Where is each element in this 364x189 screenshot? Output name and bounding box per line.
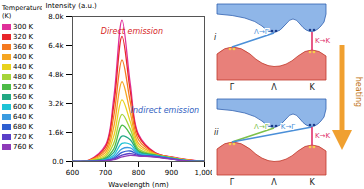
svg-text:8.0k: 8.0k [48, 13, 64, 21]
svg-text:i: i [214, 33, 217, 42]
html-text:320 K: 320 K [13, 33, 34, 41]
svg-text:900: 900 [165, 169, 178, 177]
svg-text:heating: heating [354, 77, 363, 107]
svg-text:K→K: K→K [315, 132, 330, 140]
svg-text:Direct emission: Direct emission [101, 27, 163, 36]
svg-text:6.4k: 6.4k [48, 42, 64, 50]
html-text:600 K: 600 K [13, 103, 34, 111]
svg-text:Λ: Λ [271, 83, 277, 92]
svg-text:600: 600 [66, 169, 79, 177]
html-text:520 K: 520 K [13, 83, 34, 91]
svg-text:700: 700 [99, 169, 112, 177]
svg-text:Λ→Γ: Λ→Γ [254, 28, 269, 36]
svg-text:3.2k: 3.2k [48, 100, 64, 108]
svg-text:K→Γ: K→Γ [281, 123, 295, 131]
svg-text:Λ: Λ [271, 178, 277, 187]
html-text:360 K: 360 K [13, 43, 34, 51]
svg-text:800: 800 [132, 169, 145, 177]
html-text:760 K: 760 K [13, 143, 34, 151]
svg-text:K→K: K→K [315, 37, 330, 45]
svg-text:K: K [309, 83, 315, 92]
svg-text:1,000: 1,000 [194, 169, 212, 177]
svg-text:K: K [309, 178, 315, 187]
html-text:640 K: 640 K [13, 113, 34, 121]
html-text:400 K: 400 K [13, 53, 34, 61]
html-text:Temperature (K): Temperature (K) [2, 4, 44, 20]
html-text:720 K: 720 K [13, 133, 34, 141]
svg-text:Λ→Γ: Λ→Γ [254, 123, 269, 131]
svg-text:1.6k: 1.6k [48, 129, 64, 137]
svg-text:0.0: 0.0 [52, 158, 63, 166]
svg-text:ii: ii [214, 128, 219, 137]
svg-text:Intensity (a.u.): Intensity (a.u.) [46, 2, 98, 10]
svg-text:Γ: Γ [230, 178, 235, 187]
html-text:480 K: 480 K [13, 73, 34, 81]
svg-text:4.8k: 4.8k [48, 71, 64, 79]
html-text:560 K: 560 K [13, 93, 34, 101]
html-text:440 K: 440 K [13, 63, 34, 71]
svg-text:Wavelength (nm): Wavelength (nm) [108, 181, 169, 189]
html-text:300 K: 300 K [13, 23, 34, 31]
html-text:680 K: 680 K [13, 123, 34, 131]
svg-text:Indirect emission: Indirect emission [131, 106, 199, 115]
svg-text:Γ: Γ [230, 83, 235, 92]
